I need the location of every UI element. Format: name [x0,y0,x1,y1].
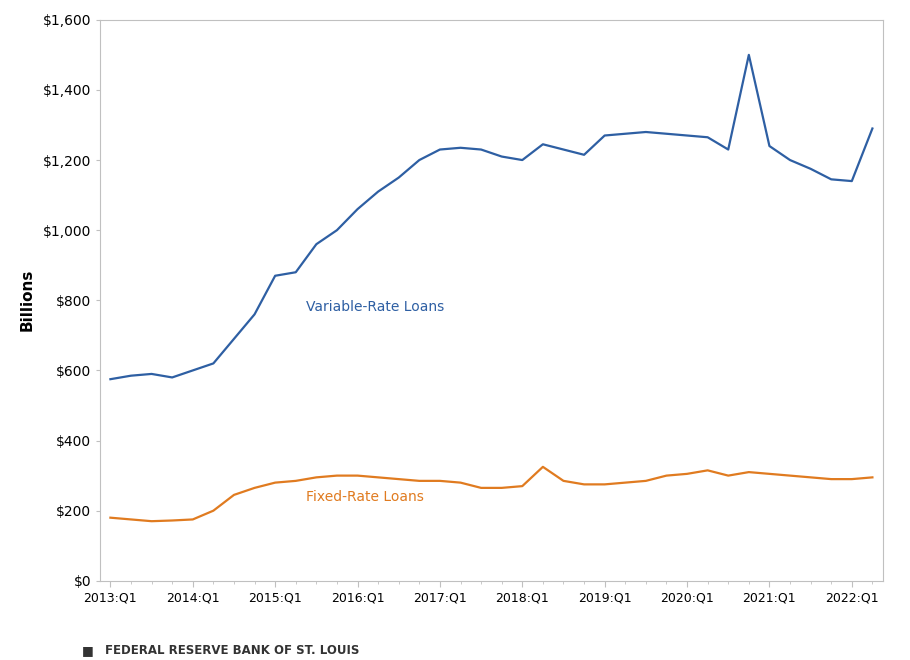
Y-axis label: Billions: Billions [19,269,35,331]
Text: ■: ■ [82,644,94,657]
Text: FEDERAL RESERVE BANK OF ST. LOUIS: FEDERAL RESERVE BANK OF ST. LOUIS [105,644,359,657]
Text: Variable-Rate Loans: Variable-Rate Loans [306,300,444,314]
Text: Fixed-Rate Loans: Fixed-Rate Loans [306,490,424,504]
